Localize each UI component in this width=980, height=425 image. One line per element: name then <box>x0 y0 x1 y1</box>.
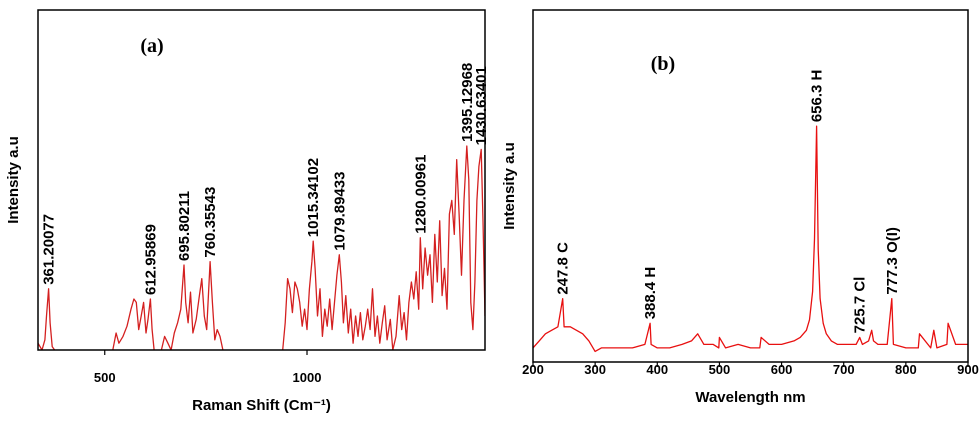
panel-title: (b) <box>651 53 675 75</box>
peak-label: 725.7 Cl <box>852 277 869 334</box>
plot-frame <box>37 9 486 351</box>
peak-label: 1079.89433 <box>331 172 348 251</box>
y-axis-label: Intensity a.u <box>501 142 518 230</box>
peak-label: 777.3 O(I) <box>884 227 901 295</box>
spectrum-line <box>38 145 485 350</box>
peak-label: 656.3 H <box>809 70 826 123</box>
peak-label: 388.4 H <box>642 267 659 320</box>
peak-label: 760.35543 <box>202 187 219 258</box>
panel: 500 1000 Raman Shift (Cm⁻¹) Intensity a.u (a… <box>5 9 490 414</box>
panel-title: (a) <box>140 35 163 57</box>
x-tick-label: 200 <box>522 362 544 377</box>
peak-label: 1395.12968 <box>459 63 476 142</box>
x-tick-label: 700 <box>833 362 855 377</box>
x-axis-label: Raman Shift (Cm⁻¹) <box>192 397 331 414</box>
x-tick-label: 600 <box>771 362 793 377</box>
panel: 200 300 400 500 600 700 800 900 Wavelength nm Int… <box>501 9 979 406</box>
x-tick-label: 500 <box>709 362 731 377</box>
x-tick-label: 1000 <box>293 370 322 385</box>
plot-frame <box>532 9 969 363</box>
x-tick-label: 300 <box>584 362 606 377</box>
plot <box>533 125 968 353</box>
peak-label: 695.80211 <box>176 191 193 261</box>
peak-label: 361.20077 <box>41 214 58 285</box>
x-tick-label: 500 <box>94 370 116 385</box>
peak-label: 612.95869 <box>142 224 159 295</box>
x-tick-label: 800 <box>895 362 917 377</box>
y-axis-label: Intensity a.u <box>5 136 22 224</box>
spectrum-line <box>533 125 968 353</box>
plot <box>38 145 485 350</box>
x-axis-label: Wavelength nm <box>695 389 805 406</box>
peak-label: 247.8 C <box>555 242 572 295</box>
peak-label: 1430.63401 <box>473 66 490 145</box>
peak-label: 1280.00961 <box>412 155 429 234</box>
x-tick-label: 400 <box>646 362 668 377</box>
x-tick-label: 900 <box>957 362 979 377</box>
peak-label: 1015.34102 <box>305 158 322 237</box>
